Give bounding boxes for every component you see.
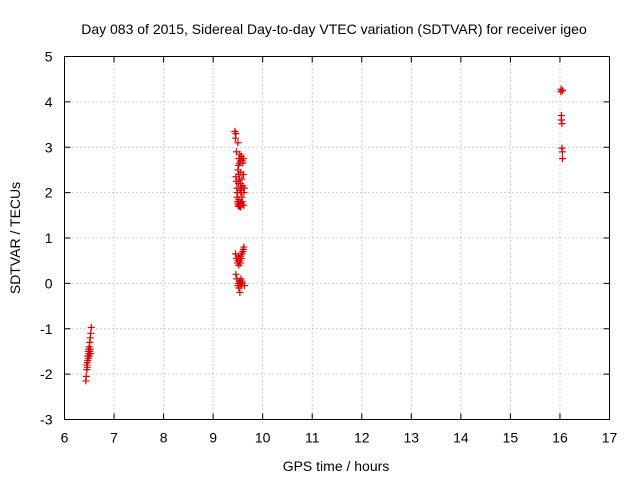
data-point-marker — [234, 139, 242, 147]
plot-frame — [64, 56, 610, 420]
y-tick-label: -2 — [40, 366, 53, 382]
data-point-marker — [558, 120, 566, 128]
x-tick-label: 11 — [305, 430, 320, 446]
data-point-marker — [558, 148, 566, 156]
x-tick-label: 16 — [552, 430, 568, 446]
y-tick-label: -1 — [40, 321, 53, 337]
y-axis-label: SDTVAR / TECUs — [7, 182, 23, 294]
y-tick-label: 0 — [45, 275, 53, 291]
grid-lines — [64, 56, 610, 420]
data-point-marker — [240, 243, 248, 251]
data-point-marker — [238, 175, 246, 183]
y-tick-label: 2 — [45, 185, 53, 201]
x-tick-label: 10 — [255, 430, 271, 446]
data-point-marker — [240, 201, 248, 209]
y-tick-label: 5 — [45, 49, 53, 65]
y-tick-label: 3 — [45, 139, 53, 155]
x-tick-label: 14 — [453, 430, 469, 446]
data-point-marker — [558, 155, 566, 163]
x-tick-label: 8 — [160, 430, 168, 446]
x-tick-label: 15 — [503, 430, 519, 446]
x-tick-label: 7 — [110, 430, 118, 446]
x-tick-label: 9 — [209, 430, 217, 446]
x-tick-label: 13 — [404, 430, 420, 446]
x-tick-label: 6 — [61, 430, 69, 446]
data-point-marker — [87, 350, 95, 358]
data-point-marker — [236, 259, 244, 267]
data-point-marker — [236, 288, 244, 296]
data-point-marker — [232, 270, 240, 278]
x-tick-labels: 6 7 8 9 10 11 12 13 14 15 16 17 — [61, 430, 618, 446]
data-point-marker — [238, 198, 246, 206]
x-tick-label: 17 — [602, 430, 618, 446]
y-tick-labels: -3 -2 -1 0 1 2 3 4 5 — [40, 49, 53, 428]
x-tick-label: 12 — [354, 430, 370, 446]
data-point-marker — [239, 155, 247, 163]
data-point-marker — [83, 363, 91, 371]
data-point-marker — [87, 329, 95, 337]
data-point-marker — [82, 372, 90, 380]
x-axis-label: GPS time / hours — [283, 458, 390, 474]
data-point-marker — [87, 323, 95, 331]
data-point-marker — [240, 184, 248, 192]
data-point-marker — [558, 87, 566, 95]
data-point-marker — [240, 282, 248, 290]
data-point-marker — [239, 170, 247, 178]
y-tick-label: 4 — [45, 94, 53, 110]
y-tick-label: -3 — [40, 412, 53, 428]
data-points — [82, 85, 566, 385]
chart-title: Day 083 of 2015, Sidereal Day-to-day VTE… — [81, 21, 587, 37]
data-point-marker — [557, 88, 565, 96]
y-tick-label: 1 — [45, 230, 53, 246]
data-point-marker — [232, 130, 240, 138]
